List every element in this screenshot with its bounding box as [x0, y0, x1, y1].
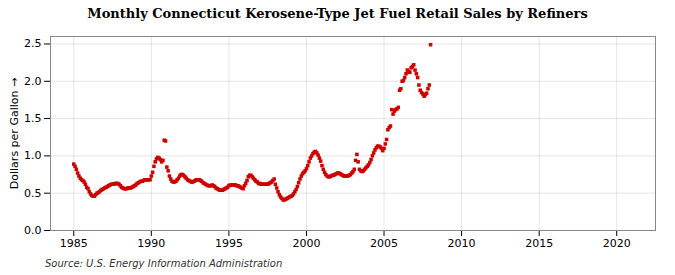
svg-text:2005: 2005	[370, 237, 398, 250]
svg-text:2015: 2015	[525, 237, 553, 250]
svg-text:1.5: 1.5	[24, 112, 42, 125]
svg-text:2.0: 2.0	[24, 75, 42, 88]
svg-text:2020: 2020	[603, 237, 631, 250]
svg-text:1995: 1995	[215, 237, 243, 250]
svg-text:1.0: 1.0	[24, 149, 42, 162]
html-text:Source: U.S. Energy Informatio: Source: U.S. Energy Information Administ…	[45, 258, 283, 269]
svg-text:2000: 2000	[292, 237, 320, 250]
svg-text:Dollars per Gallon →: Dollars per Gallon →	[8, 78, 21, 189]
html-text:Monthly Connecticut Kerosene-T: Monthly Connecticut Kerosene-Type Jet Fu…	[87, 6, 588, 21]
svg-text:2.5: 2.5	[24, 37, 42, 50]
svg-text:1990: 1990	[137, 237, 165, 250]
svg-text:1985: 1985	[60, 237, 88, 250]
svg-text:0.5: 0.5	[24, 187, 42, 200]
svg-text:0.0: 0.0	[24, 224, 42, 237]
svg-text:2010: 2010	[448, 237, 476, 250]
